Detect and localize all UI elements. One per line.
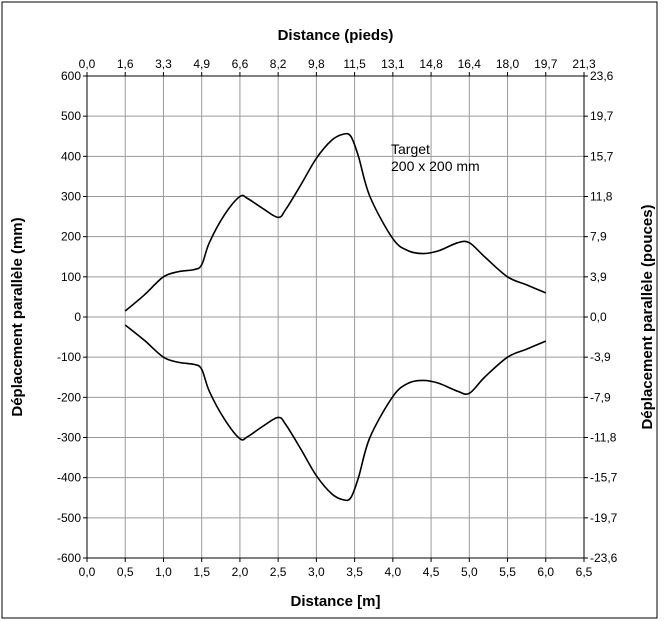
y-axis-title: Déplacement parallèle (mm) bbox=[9, 217, 26, 416]
y-tick-label: 300 bbox=[61, 190, 81, 204]
y-right-tick-label: -7,9 bbox=[590, 390, 611, 404]
x-tick-label: 2,0 bbox=[232, 565, 249, 579]
series-line-lower bbox=[124, 324, 547, 502]
x-axis-top-title: Distance (pieds) bbox=[278, 27, 394, 44]
y-right-tick-label: 19,7 bbox=[590, 109, 614, 123]
x-tick-label: 4,0 bbox=[385, 565, 402, 579]
y-axis-right-title: Déplacement parallèle (pouces) bbox=[639, 204, 656, 429]
x-top-tick-label: 4,9 bbox=[193, 57, 210, 71]
x-top-tick-label: 8,2 bbox=[270, 57, 287, 71]
x-tick-label: 2,5 bbox=[270, 565, 287, 579]
y-tick-label: -300 bbox=[57, 431, 81, 445]
y-tick-label: 600 bbox=[61, 69, 81, 83]
annotation-line: 200 x 200 mm bbox=[391, 158, 480, 174]
x-axis-title: Distance [m] bbox=[290, 593, 380, 610]
y-tick-label: -100 bbox=[57, 350, 81, 364]
y-right-tick-label: -19,7 bbox=[590, 511, 618, 525]
y-tick-label: 100 bbox=[61, 270, 81, 284]
y-right-tick-label: -23,6 bbox=[590, 551, 618, 565]
chart-frame bbox=[1, 1, 658, 619]
y-tick-label: -400 bbox=[57, 471, 81, 485]
x-tick-label: 6,5 bbox=[576, 565, 593, 579]
y-tick-label: -500 bbox=[57, 511, 81, 525]
y-right-tick-label: -15,7 bbox=[590, 471, 618, 485]
y-right-tick-label: 7,9 bbox=[590, 230, 607, 244]
x-top-tick-label: 21,3 bbox=[572, 57, 596, 71]
x-tick-label: 1,0 bbox=[155, 565, 172, 579]
y-right-tick-label: 15,7 bbox=[590, 149, 614, 163]
x-tick-label: 1,5 bbox=[193, 565, 210, 579]
x-top-tick-label: 18,0 bbox=[496, 57, 520, 71]
x-top-tick-label: 11,5 bbox=[343, 57, 366, 71]
x-top-tick-label: 13,1 bbox=[381, 57, 405, 71]
y-right-tick-label: -11,8 bbox=[590, 431, 617, 445]
x-top-tick-label: 3,3 bbox=[155, 57, 172, 71]
series-line-upper bbox=[124, 132, 547, 312]
y-tick-label: 200 bbox=[61, 230, 81, 244]
x-top-tick-label: 19,7 bbox=[534, 57, 558, 71]
y-right-tick-label: 0,0 bbox=[590, 310, 607, 324]
y-tick-label: -600 bbox=[57, 551, 81, 565]
annotation-line: Target bbox=[391, 141, 430, 157]
x-tick-label: 5,5 bbox=[499, 565, 516, 579]
y-right-tick-label: -3,9 bbox=[590, 350, 611, 364]
y-tick-label: -200 bbox=[57, 390, 81, 404]
x-top-tick-label: 16,4 bbox=[458, 57, 482, 71]
x-tick-label: 6,0 bbox=[537, 565, 554, 579]
y-tick-label: 400 bbox=[61, 149, 81, 163]
y-tick-label: 0 bbox=[74, 310, 81, 324]
x-tick-label: 3,0 bbox=[308, 565, 325, 579]
axis-ticks bbox=[83, 72, 588, 562]
x-tick-label: 5,0 bbox=[461, 565, 478, 579]
y-right-tick-label: 11,8 bbox=[590, 190, 613, 204]
x-top-tick-label: 1,6 bbox=[117, 57, 134, 71]
x-top-tick-label: 14,8 bbox=[419, 57, 443, 71]
x-top-tick-label: 0,0 bbox=[79, 57, 96, 71]
y-tick-label: 500 bbox=[61, 109, 81, 123]
x-top-tick-label: 6,6 bbox=[232, 57, 249, 71]
series-group bbox=[124, 132, 547, 502]
x-tick-label: 3,5 bbox=[346, 565, 363, 579]
x-tick-label: 4,5 bbox=[423, 565, 440, 579]
tick-labels: 0,0 0,0 0,5 1,6 1,0 3,3 1,5 4,9 2,0 6,6 2,5 8,2 3,0 9… bbox=[57, 57, 618, 579]
x-tick-label: 0,5 bbox=[117, 565, 134, 579]
plot-area bbox=[86, 75, 585, 559]
x-top-tick-label: 9,8 bbox=[308, 57, 325, 71]
y-right-tick-label: 23,6 bbox=[590, 69, 614, 83]
x-tick-label: 0,0 bbox=[79, 565, 96, 579]
y-right-tick-label: 3,9 bbox=[590, 270, 607, 284]
